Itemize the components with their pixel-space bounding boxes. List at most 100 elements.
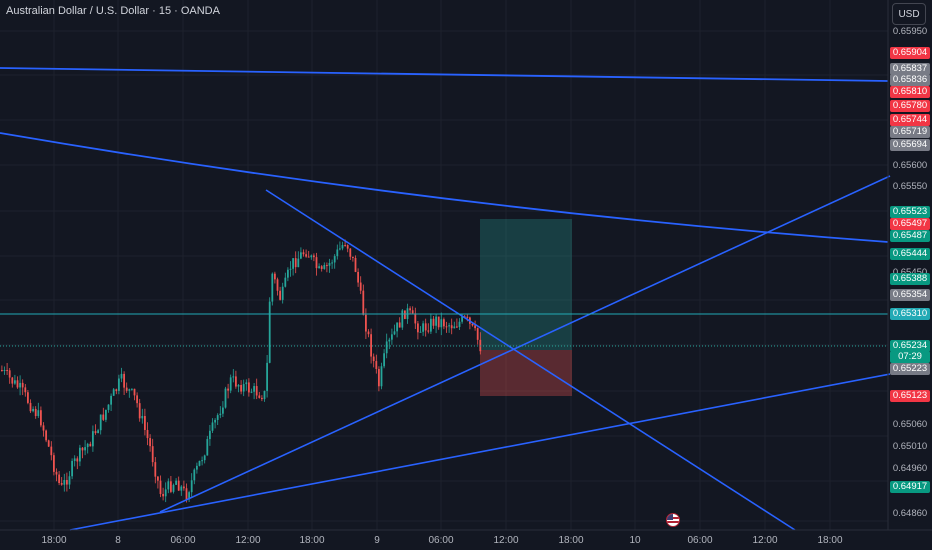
candle-body bbox=[1, 370, 3, 371]
currency-button[interactable]: USD bbox=[892, 3, 926, 25]
candle-body bbox=[359, 282, 362, 291]
candle-body bbox=[263, 390, 266, 400]
candle-body bbox=[209, 430, 211, 440]
candle-body bbox=[86, 443, 89, 448]
candle-body bbox=[365, 314, 367, 332]
candle-body bbox=[66, 479, 68, 485]
candle-body bbox=[68, 476, 71, 485]
price-axis-label: 0.65950 bbox=[892, 26, 928, 37]
price-badge: 0.65234 bbox=[890, 340, 930, 352]
candle-body bbox=[240, 384, 242, 392]
candle-body bbox=[242, 384, 245, 392]
price-badge: 0.65837 bbox=[890, 63, 930, 75]
candle-body bbox=[435, 316, 437, 326]
candle-body bbox=[219, 413, 222, 416]
time-axis-label: 10 bbox=[629, 535, 641, 546]
candle-body bbox=[92, 431, 94, 447]
candle-body bbox=[346, 245, 349, 249]
take-profit-zone bbox=[480, 219, 572, 350]
price-badge: 0.65497 bbox=[890, 218, 930, 230]
candle-body bbox=[115, 389, 118, 391]
candle-body bbox=[302, 252, 305, 255]
candle-body bbox=[227, 388, 229, 391]
candle-body bbox=[58, 474, 60, 484]
candle-body bbox=[266, 362, 268, 391]
candle-body bbox=[164, 489, 167, 497]
candle-body bbox=[258, 395, 261, 398]
price-badge: 0.65123 bbox=[890, 390, 930, 402]
price-badge: 0.65444 bbox=[890, 248, 930, 260]
candle-body bbox=[177, 480, 180, 491]
candle-body bbox=[276, 279, 279, 291]
candle-body bbox=[157, 476, 159, 481]
candle-body bbox=[3, 370, 6, 372]
time-axis-label: 18:00 bbox=[299, 535, 325, 546]
candle-body bbox=[370, 334, 372, 357]
candle-body bbox=[354, 257, 357, 272]
price-badge: 0.65310 bbox=[890, 308, 930, 320]
candle-body bbox=[255, 386, 258, 396]
candle-body bbox=[250, 391, 253, 393]
candle-body bbox=[458, 321, 461, 328]
time-axis-label: 06:00 bbox=[170, 535, 196, 546]
candle-body bbox=[310, 255, 313, 258]
time-axis-label: 18:00 bbox=[41, 535, 67, 546]
candle-body bbox=[385, 341, 388, 354]
time-axis-label: 06:00 bbox=[428, 535, 454, 546]
candle-body bbox=[131, 388, 133, 390]
candle-body bbox=[216, 415, 219, 420]
candle-body bbox=[8, 370, 11, 378]
candle-body bbox=[229, 377, 232, 391]
price-axis-label: 0.65060 bbox=[892, 419, 928, 430]
price-axis-label: 0.65010 bbox=[892, 441, 928, 452]
candle-body bbox=[380, 366, 383, 387]
price-badge: 0.65354 bbox=[890, 289, 930, 301]
candle-body bbox=[63, 479, 66, 485]
candle-body bbox=[185, 488, 188, 500]
candle-body bbox=[50, 446, 53, 456]
price-badge: 07:29 bbox=[890, 351, 930, 363]
candle-body bbox=[344, 245, 346, 247]
candle-body bbox=[396, 322, 398, 332]
candle-body bbox=[107, 404, 110, 410]
price-axis-label: 0.65450 bbox=[891, 266, 929, 279]
us-flag-event-icon[interactable] bbox=[666, 513, 680, 527]
price-axis-label: 0.64960 bbox=[892, 463, 928, 474]
candle-body bbox=[333, 256, 336, 263]
candle-body bbox=[474, 325, 476, 329]
candle-body bbox=[159, 480, 162, 494]
candle-body bbox=[440, 319, 443, 328]
candle-body bbox=[461, 316, 463, 322]
candle-body bbox=[237, 384, 240, 387]
chart-grid bbox=[0, 0, 888, 530]
candle-body bbox=[81, 447, 84, 451]
candle-body bbox=[79, 447, 81, 462]
candle-body bbox=[110, 395, 112, 405]
symbol-title[interactable]: Australian Dollar / U.S. Dollar · 15 · O… bbox=[6, 5, 220, 17]
candle-body bbox=[349, 248, 352, 257]
candle-body bbox=[47, 440, 50, 447]
candle-body bbox=[323, 265, 326, 269]
lower-trendline bbox=[69, 373, 891, 531]
price-badge: 0.64917 bbox=[890, 481, 930, 493]
candle-body bbox=[352, 256, 354, 258]
candle-body bbox=[248, 382, 250, 393]
candle-body bbox=[120, 373, 123, 379]
candle-body bbox=[398, 322, 401, 328]
position-zones bbox=[480, 219, 572, 396]
candle-body bbox=[180, 486, 183, 491]
candle-body bbox=[183, 486, 185, 489]
candle-body bbox=[97, 430, 99, 434]
candle-body bbox=[112, 389, 115, 396]
candle-body bbox=[341, 245, 344, 249]
candle-body bbox=[450, 325, 453, 329]
candle-body bbox=[443, 319, 445, 327]
candle-body bbox=[456, 326, 458, 328]
candle-body bbox=[297, 258, 300, 268]
candle-body bbox=[357, 271, 359, 283]
candle-body bbox=[11, 377, 14, 384]
candle-body bbox=[19, 382, 21, 388]
candle-body bbox=[76, 458, 79, 462]
candle-body bbox=[409, 308, 411, 311]
